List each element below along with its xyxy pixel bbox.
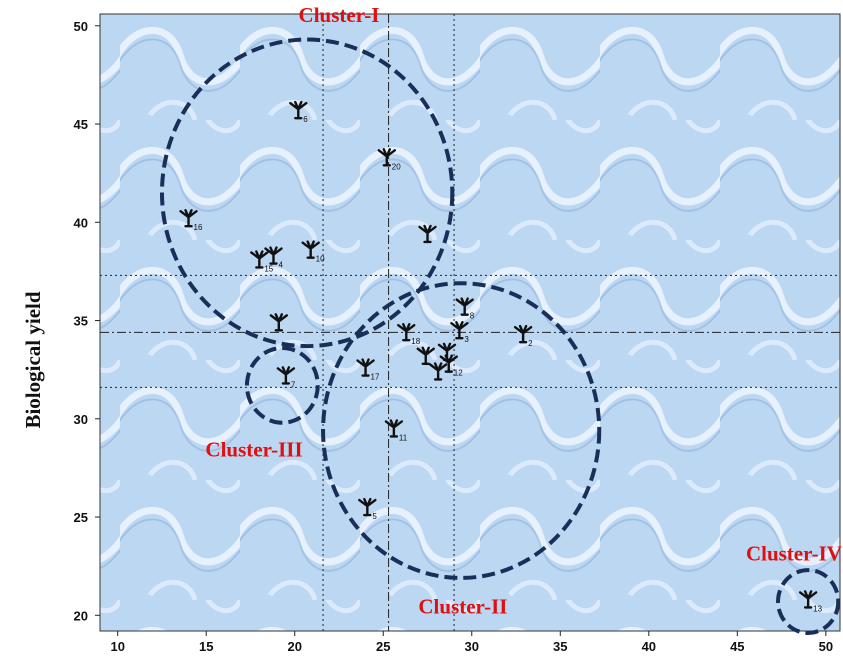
data-point bbox=[450, 321, 469, 340]
y-axis-label: Biological yield bbox=[21, 291, 45, 428]
point-label: 4 bbox=[278, 261, 283, 270]
data-point bbox=[384, 419, 404, 438]
data-point bbox=[416, 346, 435, 365]
data-point bbox=[437, 342, 457, 362]
data-point bbox=[358, 497, 377, 517]
point-label: 7 bbox=[291, 380, 296, 389]
point-label: 11 bbox=[399, 433, 408, 442]
data-point bbox=[301, 240, 320, 259]
data-point bbox=[439, 354, 458, 373]
x-tick-label: 30 bbox=[465, 639, 479, 654]
x-tick-label: 45 bbox=[730, 639, 744, 654]
cluster-label: Cluster-IV bbox=[746, 541, 842, 565]
cluster-circles bbox=[159, 37, 841, 635]
data-point bbox=[397, 322, 416, 342]
y-tick-label: 35 bbox=[74, 314, 88, 329]
point-label: 2 bbox=[528, 339, 533, 348]
cluster-label: Cluster-III bbox=[205, 437, 302, 461]
data-point bbox=[418, 224, 437, 244]
x-tick-label: 50 bbox=[819, 639, 833, 654]
point-label: 17 bbox=[371, 373, 380, 382]
point-label: 20 bbox=[392, 162, 401, 171]
x-tick-label: 10 bbox=[110, 639, 124, 654]
y-tick-label: 50 bbox=[74, 19, 88, 34]
point-label: 13 bbox=[813, 604, 822, 613]
y-tick-label: 40 bbox=[74, 215, 88, 230]
x-tick-label: 40 bbox=[642, 639, 656, 654]
point-label: 15 bbox=[264, 264, 273, 273]
x-tick-label: 25 bbox=[376, 639, 390, 654]
data-point bbox=[264, 246, 283, 265]
data-point bbox=[513, 324, 533, 344]
cluster-circle bbox=[321, 281, 602, 580]
y-tick-label: 25 bbox=[74, 510, 88, 525]
cluster-label: Cluster-II bbox=[418, 594, 507, 618]
data-point bbox=[377, 148, 396, 167]
data-point bbox=[798, 590, 818, 609]
cluster-circle bbox=[159, 37, 455, 349]
cluster-label: Cluster-I bbox=[299, 3, 380, 27]
data-points: 6 20 16 10 15 4 8 18 3 2 12 17 7 11 5 13 bbox=[179, 100, 823, 613]
data-point bbox=[356, 358, 375, 377]
data-point bbox=[250, 250, 269, 269]
y-tick-label: 30 bbox=[74, 412, 88, 427]
x-tick-label: 20 bbox=[288, 639, 302, 654]
point-label: 8 bbox=[470, 312, 475, 321]
reference-lines bbox=[100, 14, 840, 631]
data-point bbox=[455, 297, 474, 316]
point-label: 12 bbox=[454, 369, 463, 378]
cluster-circle bbox=[776, 568, 841, 635]
x-tick-label: 35 bbox=[553, 639, 567, 654]
y-tick-label: 45 bbox=[74, 117, 88, 132]
point-label: 10 bbox=[316, 255, 325, 264]
cluster-labels: Cluster-I Cluster-II Cluster-III Cluster-IV bbox=[205, 3, 842, 618]
data-point bbox=[269, 313, 289, 332]
y-axis-ticks: 20 25 30 35 40 45 50 bbox=[74, 19, 100, 623]
data-point bbox=[179, 209, 198, 228]
point-label: 16 bbox=[194, 223, 203, 232]
plot-area bbox=[99, 13, 841, 632]
y-tick-label: 20 bbox=[74, 608, 88, 623]
point-label: 3 bbox=[464, 335, 469, 344]
x-axis-ticks: 10 15 20 25 30 35 40 45 50 bbox=[110, 631, 833, 654]
data-point bbox=[289, 100, 308, 120]
point-label: 5 bbox=[372, 512, 377, 521]
x-tick-label: 15 bbox=[199, 639, 213, 654]
cluster-circle bbox=[244, 346, 320, 425]
data-point bbox=[276, 366, 296, 385]
data-point bbox=[428, 362, 448, 381]
point-label: 6 bbox=[303, 115, 308, 124]
point-label: 18 bbox=[411, 337, 420, 346]
